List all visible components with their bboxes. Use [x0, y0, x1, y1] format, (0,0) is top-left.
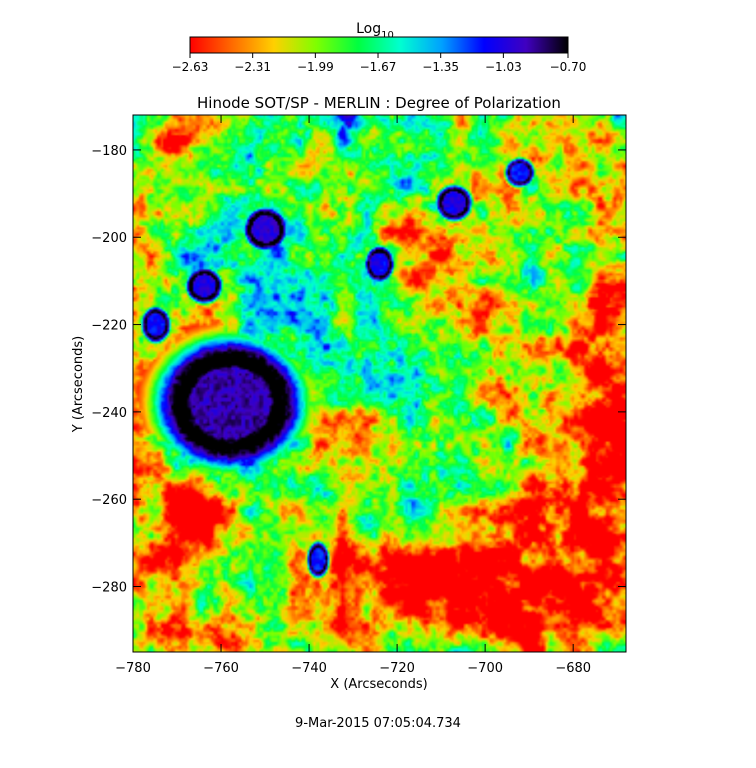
x-axis: −780 −760 −740 −720 −700 −680 — [115, 115, 591, 676]
timestamp: 9-Mar-2015 07:05:04.734 — [295, 716, 461, 731]
colorbar-tick-label: −0.70 — [550, 60, 587, 74]
y-axis-label: Y (Arcseconds) — [71, 336, 86, 433]
x-axis-label: X (Arcseconds) — [330, 677, 427, 692]
colorbar — [189, 36, 569, 54]
colorbar-tick-label: −1.99 — [297, 60, 334, 74]
heatmap-image — [133, 115, 626, 652]
colorbar-tick-label: −1.67 — [360, 60, 397, 74]
y-tick-label: −260 — [91, 493, 127, 508]
y-tick-label: −220 — [91, 319, 127, 334]
x-tick-label: −740 — [291, 661, 327, 676]
x-tick-label: −760 — [203, 661, 239, 676]
x-tick-label: −720 — [379, 661, 415, 676]
x-tick-label: −700 — [467, 661, 503, 676]
y-tick-label: −180 — [91, 144, 127, 159]
colorbar-tick-label: −1.03 — [485, 60, 522, 74]
y-tick-label: −240 — [91, 406, 127, 421]
colorbar-tick-label: −2.63 — [172, 60, 209, 74]
colorbar-label: Log10 — [356, 21, 394, 41]
plot-frame — [132, 114, 627, 653]
x-tick-label: −780 — [115, 661, 151, 676]
colorbar-tick-label: −2.31 — [234, 60, 271, 74]
y-tick-label: −280 — [91, 581, 127, 596]
colorbar-ticks: −2.63 −2.31 −1.99 −1.67 −1.35 −1.03 −0.70 — [172, 53, 587, 74]
colorbar-tick-label: −1.35 — [422, 60, 459, 74]
x-tick-label: −680 — [555, 661, 591, 676]
chart-title: Hinode SOT/SP - MERLIN : Degree of Polar… — [197, 94, 561, 112]
y-axis: −180 −200 −220 −240 −260 −280 — [91, 144, 626, 596]
y-tick-label: −200 — [91, 231, 127, 246]
